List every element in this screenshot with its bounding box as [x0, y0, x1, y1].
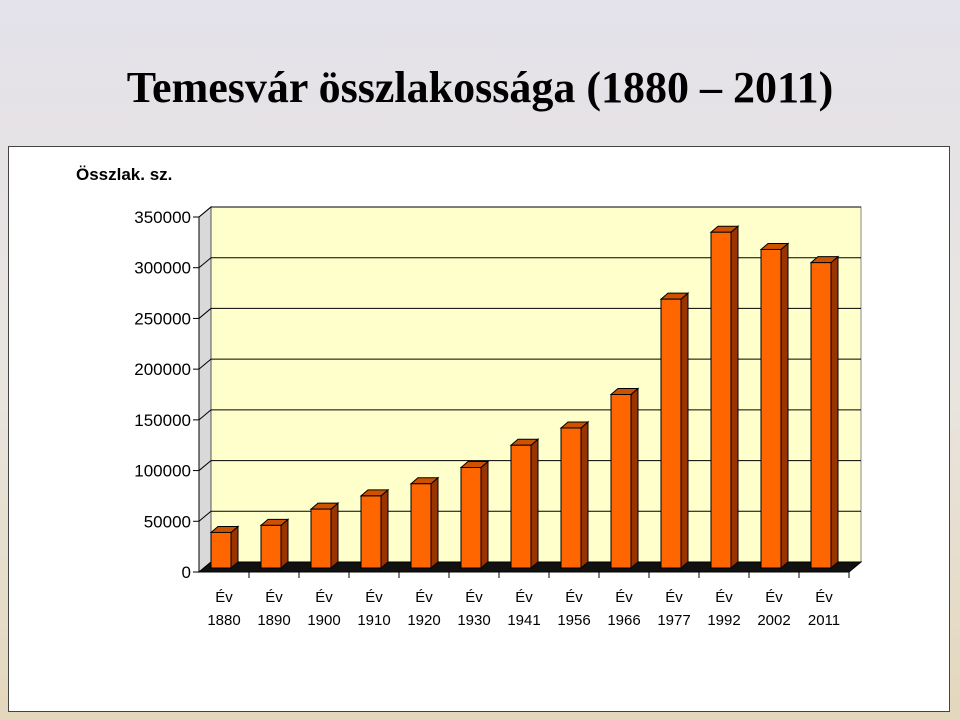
- slide-title: Temesvár összlakossága (1880 – 2011): [126, 63, 834, 112]
- x-tick-label-prefix: Év: [715, 589, 733, 606]
- x-tick-label: 1900: [307, 612, 340, 629]
- x-tick-label: 2002: [757, 612, 790, 629]
- gridline: [198, 409, 861, 421]
- x-tick-label: 1977: [657, 612, 690, 629]
- y-tick-label: 150000: [134, 411, 191, 430]
- x-tick-label: 2011: [808, 612, 840, 629]
- bar-side: [330, 502, 339, 570]
- chart-panel: Összlak. sz. 0 50000 100000 150000 200000 250…: [8, 146, 950, 712]
- bar-side: [380, 488, 389, 570]
- x-tick-label: 1992: [707, 612, 740, 629]
- x-tick-label-prefix: Év: [365, 589, 383, 606]
- gridline: [198, 358, 861, 370]
- bar: [810, 262, 832, 569]
- x-tick-label-prefix: Év: [515, 589, 533, 606]
- bar-side: [280, 518, 289, 570]
- x-tick-label: 1956: [557, 612, 590, 629]
- gridline: [198, 460, 861, 471]
- x-tick-label: 1966: [607, 612, 640, 629]
- x-tick-label-prefix: Év: [765, 589, 783, 606]
- bar: [510, 444, 532, 569]
- x-tick-label: 1890: [257, 612, 290, 629]
- x-tick-label: 1930: [457, 612, 490, 629]
- bar: [360, 495, 382, 569]
- plot-side-wall: [198, 205, 212, 574]
- y-tick-label: 100000: [134, 462, 191, 481]
- bar-side: [580, 420, 589, 570]
- bar: [760, 248, 782, 569]
- x-tick-label: 1941: [507, 612, 540, 629]
- bar-side: [680, 292, 689, 570]
- y-axis-title: Összlak. sz.: [76, 165, 172, 184]
- bar: [310, 508, 332, 569]
- bar-side: [230, 525, 239, 570]
- bar-chart: Összlak. sz. 0 50000 100000 150000 200000 250…: [76, 165, 863, 629]
- x-tick-label-prefix: Év: [815, 589, 833, 606]
- gridline: [198, 257, 861, 269]
- y-tick-label: 200000: [134, 360, 191, 379]
- bar: [660, 298, 682, 569]
- y-tick-label: 350000: [134, 208, 191, 227]
- gridline: [198, 510, 861, 522]
- bar-side: [830, 255, 839, 570]
- x-tick-label-prefix: Év: [415, 589, 433, 606]
- bar: [260, 524, 282, 569]
- x-tick-label: 1880: [207, 612, 240, 629]
- bar-side: [630, 387, 639, 570]
- x-tick-label-prefix: Év: [615, 589, 633, 606]
- bar-side: [480, 460, 489, 570]
- x-tick-label-prefix: Év: [215, 589, 233, 606]
- x-tick-label-prefix: Év: [465, 589, 483, 606]
- gridline: [198, 206, 861, 218]
- bar: [210, 531, 232, 569]
- bar-side: [430, 476, 439, 570]
- gridline: [198, 307, 861, 319]
- x-tick-label-prefix: Év: [665, 589, 683, 606]
- bar-side: [780, 242, 789, 570]
- x-tick-label-prefix: Év: [315, 589, 333, 606]
- bar: [460, 467, 482, 569]
- bar: [610, 394, 632, 569]
- y-tick-label: 250000: [134, 309, 191, 328]
- x-tick-label-prefix: Év: [265, 589, 283, 606]
- x-tick-label: 1920: [407, 612, 440, 629]
- bar-side: [530, 438, 539, 570]
- bar: [560, 427, 582, 569]
- bar: [710, 231, 732, 569]
- x-tick-label-prefix: Év: [565, 589, 583, 606]
- bar-side: [730, 225, 739, 570]
- y-tick-label: 50000: [144, 512, 191, 531]
- bar: [410, 483, 432, 569]
- y-tick-label: 300000: [134, 259, 191, 278]
- y-tick-label: 0: [182, 563, 191, 582]
- x-tick-label: 1910: [357, 612, 390, 629]
